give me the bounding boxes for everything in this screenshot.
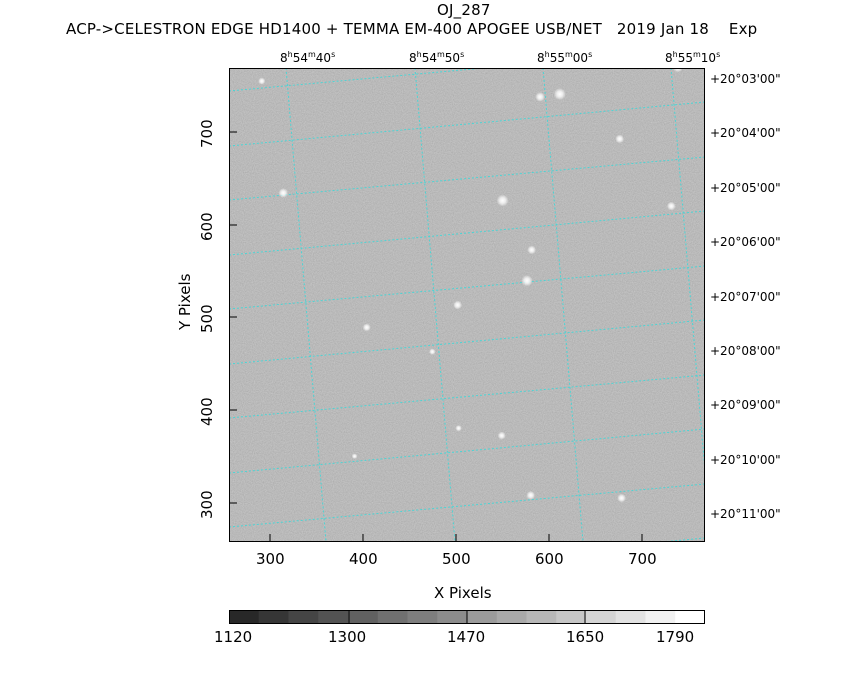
star-field xyxy=(258,68,683,503)
star-1 xyxy=(278,188,289,198)
x-axis-label: X Pixels xyxy=(434,584,492,602)
x-tick-700: 700 xyxy=(628,550,657,568)
colorbar-segment xyxy=(318,610,349,624)
colorbar-tick-1300: 1300 xyxy=(328,628,367,646)
colorbar-segment xyxy=(288,610,319,624)
star-7 xyxy=(527,245,537,255)
colorbar xyxy=(229,610,705,624)
dec-label-7: +20°09'00" xyxy=(710,398,781,412)
colorbar-segment xyxy=(615,610,646,624)
x-tick-400: 400 xyxy=(349,550,378,568)
sky-image xyxy=(229,68,705,542)
ra-label-3: 8h55m00s xyxy=(537,50,593,65)
colorbar-segment xyxy=(258,610,289,624)
dec-label-6: +20°08'00" xyxy=(710,344,781,358)
star-6 xyxy=(521,275,533,287)
y-axis-label: Y Pixels xyxy=(176,273,194,330)
y-tick-300: 300 xyxy=(198,490,216,519)
colorbar-segment xyxy=(586,610,617,624)
colorbar-tick-1790: 1790 xyxy=(656,628,695,646)
x-tick-500: 500 xyxy=(442,550,471,568)
colorbar-segment xyxy=(675,610,705,624)
ra-label-2: 8h54m50s xyxy=(409,50,465,65)
colorbar-tick-1650: 1650 xyxy=(566,628,605,646)
colorbar-tick-1470: 1470 xyxy=(447,628,486,646)
x-tick-600: 600 xyxy=(535,550,564,568)
colorbar-segment xyxy=(407,610,438,624)
star-10 xyxy=(615,134,625,144)
dec-label-1: +20°03'00" xyxy=(710,72,781,86)
dec-label-3: +20°05'00" xyxy=(710,181,781,195)
star-4 xyxy=(453,300,462,310)
colorbar-segment xyxy=(377,610,408,624)
colorbar-segment xyxy=(467,610,498,624)
star-2 xyxy=(362,323,371,332)
star-9 xyxy=(553,88,566,101)
colorbar-segment xyxy=(526,610,557,624)
colorbar-segment xyxy=(556,610,587,624)
colorbar-segment xyxy=(437,610,468,624)
colorbar-segment xyxy=(348,610,379,624)
plot-frame-border xyxy=(229,68,705,542)
star-0 xyxy=(258,77,266,85)
star-8 xyxy=(535,92,545,102)
plot-title: OJ_287 xyxy=(437,1,491,19)
dec-label-8: +20°10'00" xyxy=(710,453,781,467)
star-16 xyxy=(617,493,626,503)
star-15 xyxy=(526,490,536,500)
colorbar-segment xyxy=(229,610,260,624)
ra-label-4: 8h55m10s xyxy=(665,50,721,65)
y-tick-600: 600 xyxy=(198,212,216,241)
dec-label-5: +20°07'00" xyxy=(710,290,781,304)
star-17 xyxy=(351,453,358,460)
star-14 xyxy=(497,431,506,440)
colorbar-tick-1120: 1120 xyxy=(214,628,253,646)
ra-label-1: 8h54m40s xyxy=(280,50,336,65)
plot-subtitle: ACP->CELESTRON EDGE HD1400 + TEMMA EM-40… xyxy=(66,20,758,38)
y-tick-400: 400 xyxy=(198,397,216,426)
star-11 xyxy=(666,201,676,211)
dec-label-2: +20°04'00" xyxy=(710,126,781,140)
y-tick-500: 500 xyxy=(198,304,216,333)
dec-label-4: +20°06'00" xyxy=(710,235,781,249)
image-noise xyxy=(229,68,705,542)
star-3 xyxy=(429,348,436,355)
x-tick-300: 300 xyxy=(256,550,285,568)
colorbar-segment xyxy=(496,610,527,624)
colorbar-segment xyxy=(645,610,676,624)
star-12 xyxy=(672,68,683,73)
dec-label-9: +20°11'00" xyxy=(710,507,781,521)
star-5 xyxy=(496,194,509,207)
star-13 xyxy=(455,425,462,432)
y-tick-700: 700 xyxy=(198,119,216,148)
